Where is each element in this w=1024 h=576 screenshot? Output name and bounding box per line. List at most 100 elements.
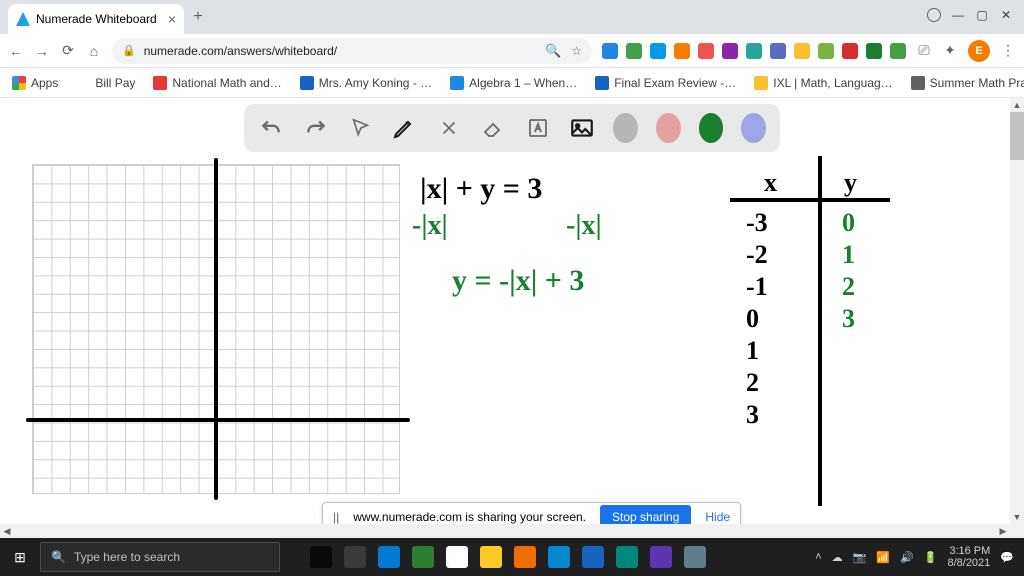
taskbar-app-icon[interactable] [378, 546, 400, 568]
equation-line1: |x| + y = 3 [420, 172, 542, 206]
extension-icon[interactable] [722, 43, 738, 59]
taskbar-app-icon[interactable] [650, 546, 672, 568]
extension-icon[interactable] [842, 43, 858, 59]
extension-icon[interactable] [698, 43, 714, 59]
reload-icon[interactable]: ⟳ [60, 42, 76, 59]
table-header-y: y [844, 168, 857, 198]
new-tab-button[interactable]: + [184, 8, 212, 26]
menu-icon[interactable]: ⋮ [1000, 42, 1016, 59]
extensions-icon[interactable]: ✦ [942, 42, 958, 59]
undo-button[interactable] [258, 112, 284, 144]
eraser-tool[interactable] [480, 112, 506, 144]
apps-button[interactable]: Apps [12, 76, 58, 90]
tools-button[interactable] [436, 112, 462, 144]
cast-icon[interactable]: ⎚ [916, 42, 932, 59]
redo-button[interactable] [302, 112, 328, 144]
address-bar-row: ← → ⟳ ⌂ 🔒 numerade.com/answers/whiteboar… [0, 34, 1024, 68]
table-h-line [730, 198, 890, 202]
address-bar[interactable]: 🔒 numerade.com/answers/whiteboard/ 🔍 ☆ [112, 38, 592, 64]
bookmark-icon [754, 76, 768, 90]
scroll-right-icon[interactable]: ▶ [996, 524, 1010, 538]
tray-wifi-icon[interactable]: 📶 [876, 551, 890, 564]
table-x-value: 0 [746, 304, 759, 334]
taskbar-clock[interactable]: 3:16 PM 8/8/2021 [947, 545, 990, 569]
tray-camera-icon[interactable]: 📷 [853, 551, 867, 564]
taskbar-app-icon[interactable] [344, 546, 366, 568]
scroll-down-icon[interactable]: ▼ [1010, 510, 1024, 524]
pencil-tool[interactable] [391, 112, 417, 144]
equation-line2a: -|x| [412, 210, 448, 242]
color-pink[interactable] [656, 113, 681, 143]
bookmark-item[interactable]: Summer Math Pract… [911, 76, 1024, 90]
start-button[interactable]: ⊞ [0, 549, 40, 566]
bookmark-item[interactable]: Mrs. Amy Koning - … [300, 76, 432, 90]
bookmark-item[interactable]: Bill Pay [76, 76, 135, 90]
profile-avatar[interactable]: E [968, 40, 990, 62]
taskbar-app-icon[interactable] [582, 546, 604, 568]
lock-icon: 🔒 [122, 44, 136, 57]
home-icon[interactable]: ⌂ [86, 43, 102, 59]
extension-icon[interactable] [602, 43, 618, 59]
extension-icon[interactable] [650, 43, 666, 59]
taskbar-app-icon[interactable] [514, 546, 536, 568]
back-icon[interactable]: ← [8, 43, 24, 59]
scroll-up-icon[interactable]: ▲ [1010, 98, 1024, 112]
share-message: www.numerade.com is sharing your screen. [353, 510, 586, 524]
taskbar-app-icon[interactable] [480, 546, 502, 568]
star-icon[interactable]: ☆ [571, 44, 582, 58]
text-tool[interactable] [524, 112, 550, 144]
close-icon[interactable]: × [168, 11, 176, 27]
notifications-icon[interactable]: 💬 [1000, 551, 1014, 564]
extension-icon[interactable] [866, 43, 882, 59]
close-button[interactable]: ✕ [996, 6, 1016, 24]
window-info-icon[interactable] [924, 6, 944, 24]
extension-icon[interactable] [794, 43, 810, 59]
taskbar-app-icon[interactable] [548, 546, 570, 568]
minimize-button[interactable]: — [948, 6, 968, 24]
vertical-scrollbar[interactable]: ▲ ▼ [1010, 98, 1024, 538]
search-icon: 🔍 [51, 550, 66, 564]
tray-volume-icon[interactable]: 🔊 [900, 551, 914, 564]
extension-icon[interactable] [626, 43, 642, 59]
forward-icon[interactable]: → [34, 43, 50, 59]
horizontal-scrollbar[interactable]: ◀ ▶ [0, 524, 1010, 538]
color-blue[interactable] [741, 113, 766, 143]
browser-tab[interactable]: Numerade Whiteboard × [8, 4, 184, 34]
tray-cloud-icon[interactable]: ☁ [832, 551, 843, 564]
bookmark-item[interactable]: Final Exam Review -… [595, 76, 736, 90]
extension-icon[interactable] [674, 43, 690, 59]
extension-icon[interactable] [770, 43, 786, 59]
color-gray[interactable] [613, 113, 638, 143]
extension-icon[interactable] [890, 43, 906, 59]
scroll-thumb[interactable] [1010, 112, 1024, 160]
bookmark-item[interactable]: National Math and… [153, 76, 281, 90]
color-green[interactable] [699, 113, 724, 143]
bookmark-icon [153, 76, 167, 90]
table-y-value: 0 [842, 208, 855, 238]
taskbar-app-icon[interactable] [412, 546, 434, 568]
hide-share-button[interactable]: Hide [705, 510, 730, 524]
pointer-tool[interactable] [347, 112, 373, 144]
taskbar-app-icon[interactable] [310, 546, 332, 568]
tray-chevron-icon[interactable]: ˄ [815, 551, 821, 563]
apps-icon [12, 76, 26, 90]
table-x-value: -1 [746, 272, 768, 302]
table-x-value: 1 [746, 336, 759, 366]
taskbar-app-icon[interactable] [446, 546, 468, 568]
extension-icon[interactable] [746, 43, 762, 59]
bookmark-icon [76, 76, 90, 90]
table-x-value: 2 [746, 368, 759, 398]
taskbar-app-icon[interactable] [684, 546, 706, 568]
tray-battery-icon[interactable]: 🔋 [924, 551, 938, 564]
image-tool[interactable] [569, 112, 595, 144]
bookmark-icon [450, 76, 464, 90]
bookmark-item[interactable]: IXL | Math, Languag… [754, 76, 892, 90]
taskbar-app-icon[interactable] [616, 546, 638, 568]
bookmark-icon [300, 76, 314, 90]
bookmark-item[interactable]: Algebra 1 – When… [450, 76, 577, 90]
scroll-left-icon[interactable]: ◀ [0, 524, 14, 538]
taskbar-search[interactable]: 🔍 Type here to search [40, 542, 280, 572]
extension-icon[interactable] [818, 43, 834, 59]
search-icon[interactable]: 🔍 [545, 43, 561, 59]
maximize-button[interactable]: ▢ [972, 6, 992, 24]
